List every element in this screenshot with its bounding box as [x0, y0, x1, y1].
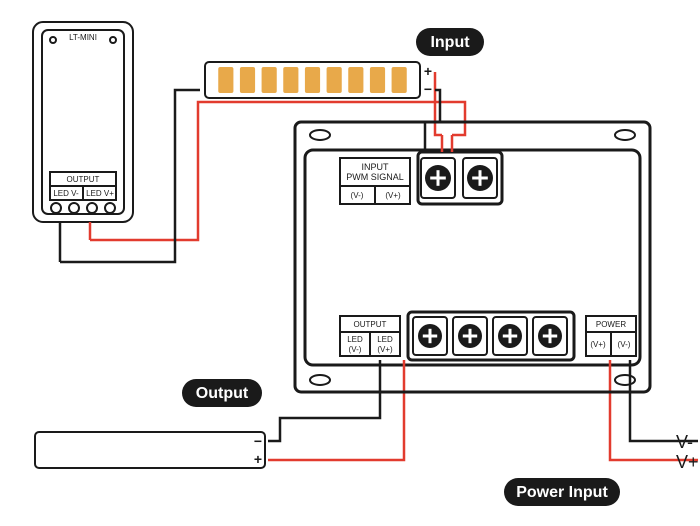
output-title: OUTPUT	[354, 320, 387, 329]
dimmer-output-label: OUTPUT	[67, 175, 100, 184]
svg-text:(V-): (V-)	[349, 345, 362, 354]
v-minus-label: V-	[676, 432, 693, 452]
input-subtitle: PWM SIGNAL	[346, 172, 404, 182]
svg-text:(V-): (V-)	[618, 340, 631, 349]
dimmer-module: LT-MINI OUTPUT LED V- LED V+	[33, 22, 133, 262]
dimmer-term-vplus: LED V+	[86, 189, 114, 198]
power-title: POWER	[596, 320, 626, 329]
svg-text:(V+): (V+)	[590, 340, 606, 349]
svg-text:LED: LED	[347, 335, 363, 344]
plus-icon: +	[424, 63, 432, 79]
minus-icon: −	[254, 433, 262, 449]
input-terminals	[418, 152, 502, 204]
dimmer-term-vminus: LED V-	[53, 189, 79, 198]
v-plus-label: V+	[676, 452, 699, 472]
input-pwm-block: INPUT PWM SIGNAL (V-) (V+)	[340, 158, 410, 204]
output-terminals	[408, 312, 574, 360]
plus-icon: +	[254, 451, 262, 467]
svg-text:Output: Output	[196, 385, 249, 402]
output-block: OUTPUT LED (V-) LED (V+)	[340, 316, 400, 356]
dimmer-top-label: LT-MINI	[69, 33, 97, 42]
minus-icon: −	[424, 81, 432, 97]
label-output: Output	[182, 379, 262, 407]
label-power-input: Power Input	[504, 478, 620, 506]
main-unit: INPUT PWM SIGNAL (V-) (V+) OUTPUT LED (V…	[295, 122, 650, 392]
svg-text:Input: Input	[430, 34, 470, 51]
wires-red	[90, 72, 698, 460]
input-term-vminus: (V-)	[351, 191, 364, 200]
svg-text:Power Input: Power Input	[516, 484, 608, 501]
led-strip-output: − +	[35, 432, 265, 468]
svg-text:LED: LED	[377, 335, 393, 344]
svg-text:(V+): (V+)	[377, 345, 393, 354]
wiring-diagram: LT-MINI OUTPUT LED V- LED V+ + − − +	[0, 0, 700, 526]
input-term-vplus: (V+)	[385, 191, 401, 200]
power-block: POWER (V+) (V-)	[586, 316, 636, 356]
led-strip-input: + −	[205, 62, 432, 98]
label-input: Input	[416, 28, 484, 56]
wires-black	[60, 90, 698, 441]
input-title: INPUT	[362, 162, 390, 172]
